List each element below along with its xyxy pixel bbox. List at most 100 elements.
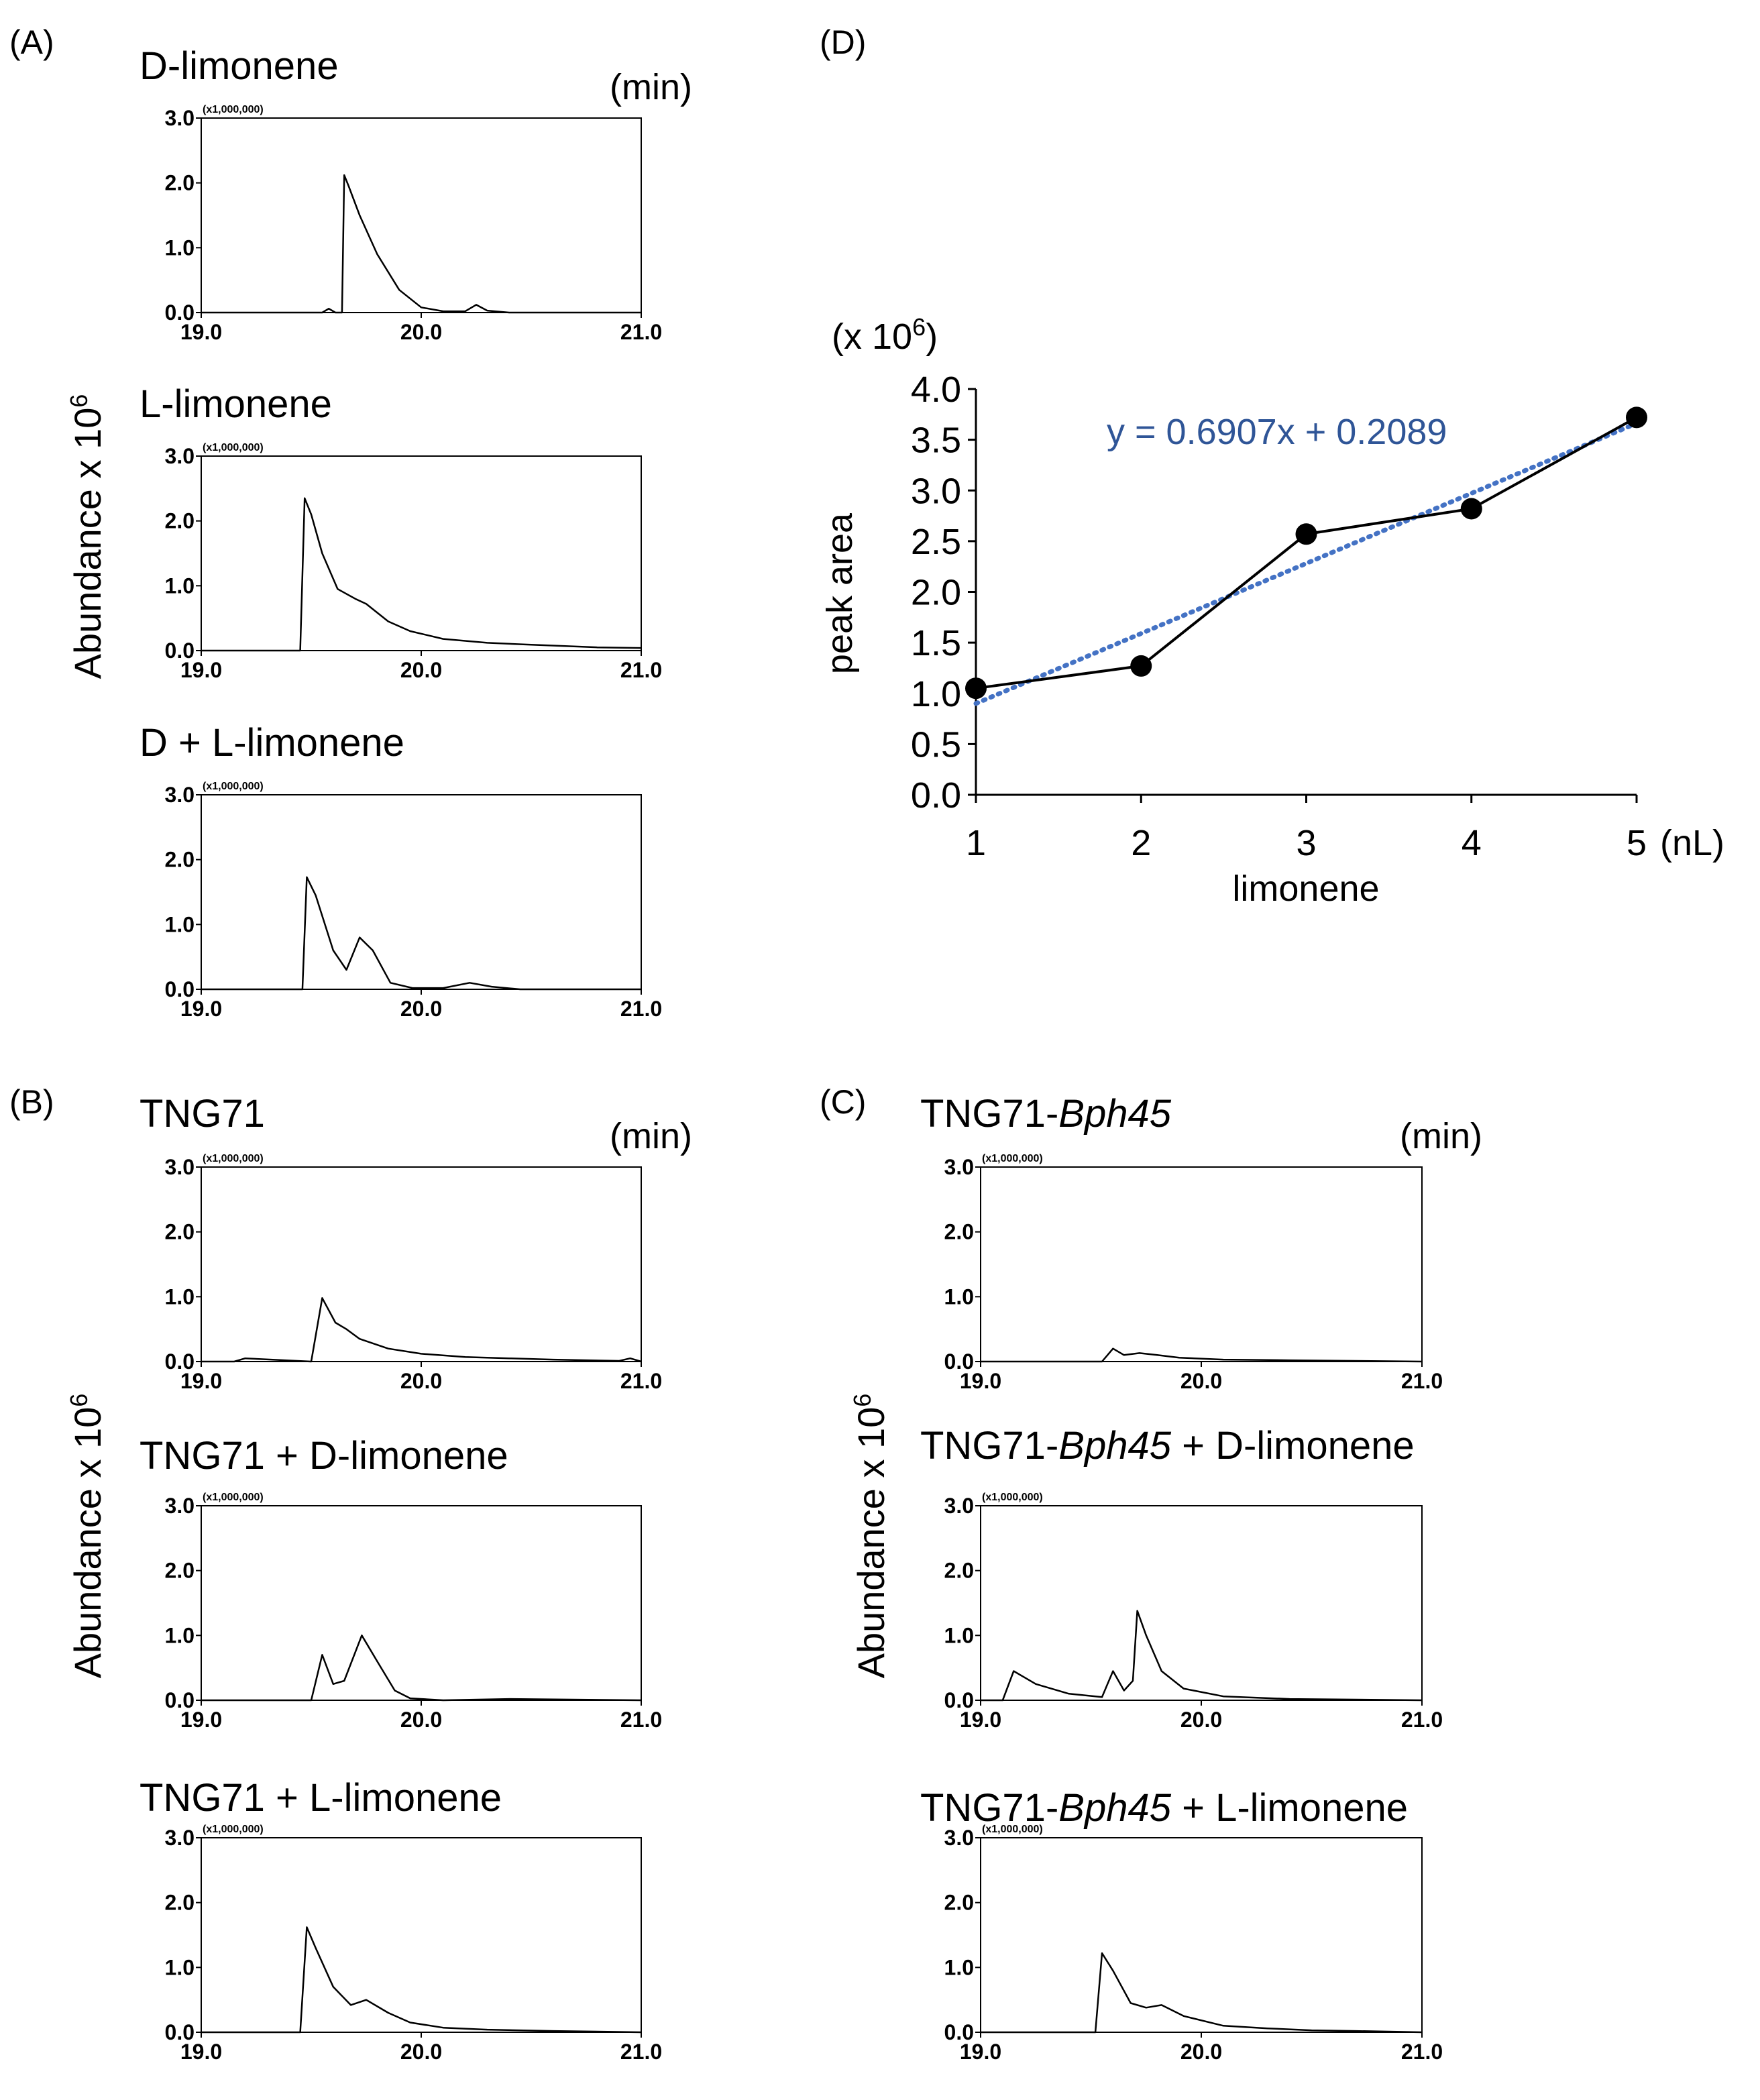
panel-a-unit-label: (min) bbox=[610, 67, 692, 107]
y-tick-label: 0.0 bbox=[165, 1688, 195, 1712]
x-tick-label: 2 bbox=[1131, 823, 1151, 863]
y-tick-label: 0.0 bbox=[165, 2020, 195, 2044]
y-tick-label: 3.0 bbox=[165, 1155, 195, 1179]
chromatogram-trace bbox=[201, 1926, 642, 2034]
x-tick-label: 19.0 bbox=[960, 2040, 1001, 2064]
x-tick-label: 21.0 bbox=[620, 997, 662, 1021]
chromatogram-trace bbox=[981, 1347, 1423, 1363]
y-tick-label: 1.5 bbox=[911, 623, 961, 663]
x-tick-label: 19.0 bbox=[960, 1369, 1001, 1393]
x-tick-label: 21.0 bbox=[1401, 2040, 1443, 2064]
chromatogram-title: TNG71 + L-limonene bbox=[140, 1776, 502, 1820]
x-tick-label: 19.0 bbox=[960, 1708, 1001, 1732]
chromatogram-b-3: TNG71 + L-limonene (x1,000,000) 0.0 1.0 2.0 3… bbox=[140, 1776, 662, 2064]
y-unit-label: (x 106) bbox=[832, 313, 938, 357]
x-unit-label: (nL) bbox=[1660, 823, 1724, 863]
plot-frame bbox=[201, 1837, 642, 2033]
chromatogram-title: TNG71 bbox=[140, 1092, 265, 1136]
chromatogram-trace bbox=[201, 1635, 642, 1702]
plot-frame bbox=[980, 1505, 1423, 1701]
panel-b-y-axis-label: Abundance x 106 bbox=[65, 1394, 109, 1679]
y-tick-label: 2.0 bbox=[944, 1891, 974, 1915]
panel-c-unit-label: (min) bbox=[1400, 1116, 1482, 1156]
panel-c-y-axis-label: Abundance x 106 bbox=[848, 1394, 892, 1679]
chromatogram-b-2: TNG71 + D-limonene (x1,000,000) 0.0 1.0 2.0 3… bbox=[140, 1434, 662, 1732]
x-tick-label: 20.0 bbox=[1180, 2040, 1222, 2064]
x-tick-label: 20.0 bbox=[1180, 1708, 1222, 1732]
plot-frame bbox=[201, 455, 642, 651]
y-tick-label: 0.0 bbox=[944, 2020, 974, 2044]
chromatogram-title: TNG71-Bph45 + D-limonene bbox=[920, 1424, 1415, 1468]
chromatogram-c-1: TNG71-Bph45 (x1,000,000) 0.0 1.0 2.0 3.0 19.0 2… bbox=[920, 1092, 1443, 1393]
y-tick-label: 1.0 bbox=[165, 912, 195, 936]
chromatogram-a-1: D-limonene (x1,000,000) 0.0 1.0 2.0 3.0 19.0 20… bbox=[140, 44, 662, 344]
y-tick-label: 3.0 bbox=[165, 783, 195, 807]
y-tick-label: 0.0 bbox=[165, 300, 195, 325]
x-tick-label: 20.0 bbox=[400, 2040, 442, 2064]
y-tick-label: 1.0 bbox=[165, 1955, 195, 1979]
scale-label: (x1,000,000) bbox=[203, 1492, 264, 1503]
x-tick-label: 19.0 bbox=[180, 658, 222, 682]
chromatogram-title: TNG71 + D-limonene bbox=[140, 1434, 508, 1478]
x-tick-label: 20.0 bbox=[400, 1369, 442, 1393]
y-tick-label: 0.0 bbox=[165, 1349, 195, 1374]
x-tick-label: 20.0 bbox=[400, 1708, 442, 1732]
panel-a-y-axis-label: Abundance x 106 bbox=[65, 394, 109, 679]
chromatogram-trace bbox=[201, 174, 641, 314]
scale-label: (x1,000,000) bbox=[203, 1153, 264, 1164]
y-tick-label: 3.0 bbox=[165, 1826, 195, 1850]
y-tick-label: 3.0 bbox=[944, 1155, 974, 1179]
x-tick-label: 21.0 bbox=[620, 1708, 662, 1732]
x-tick-label: 5 bbox=[1627, 823, 1647, 863]
y-tick-label: 3.5 bbox=[911, 421, 961, 461]
x-axis-label: limonene bbox=[1232, 869, 1379, 909]
x-tick-label: 19.0 bbox=[180, 1708, 222, 1732]
scale-label: (x1,000,000) bbox=[203, 442, 264, 453]
y-tick-label: 0.0 bbox=[944, 1349, 974, 1374]
y-axis-label: peak area bbox=[820, 512, 860, 674]
plot-frame bbox=[980, 1837, 1423, 2033]
y-tick-label: 1.0 bbox=[165, 235, 195, 260]
x-tick-label: 19.0 bbox=[180, 997, 222, 1021]
y-tick-label: 2.0 bbox=[165, 171, 195, 195]
data-point bbox=[1130, 655, 1152, 677]
x-tick-label: 3 bbox=[1296, 823, 1316, 863]
x-tick-label: 19.0 bbox=[180, 2040, 222, 2064]
chromatogram-a-2: L-limonene (x1,000,000) 0.0 1.0 2.0 3.0 19.0 20… bbox=[140, 382, 662, 682]
scale-label: (x1,000,000) bbox=[203, 1824, 264, 1835]
y-tick-label: 2.0 bbox=[944, 1220, 974, 1244]
x-tick-label: 21.0 bbox=[620, 1369, 662, 1393]
chromatogram-title: L-limonene bbox=[140, 382, 332, 426]
chromatogram-title: D + L-limonene bbox=[140, 721, 404, 765]
chromatogram-c-2: TNG71-Bph45 + D-limonene(x1,000,000)0.01… bbox=[920, 1424, 1443, 1732]
y-tick-label: 2.5 bbox=[911, 522, 961, 562]
panel-label-c: (C) bbox=[820, 1083, 866, 1121]
x-tick-label: 1 bbox=[966, 823, 986, 863]
y-tick-label: 3.0 bbox=[165, 1494, 195, 1518]
y-tick-label: 1.0 bbox=[944, 1955, 974, 1979]
chromatogram-trace bbox=[201, 497, 642, 652]
y-tick-label: 0.0 bbox=[165, 977, 195, 1001]
y-tick-label: 1.0 bbox=[944, 1623, 974, 1647]
x-tick-label: 20.0 bbox=[400, 320, 442, 344]
y-tick-label: 0.0 bbox=[944, 1688, 974, 1712]
calibration-chart: 0.0 0.5 1.0 1.5 2.0 2.5 3.0 3.5 4.0 1 2 3 4 5 (nL) limo… bbox=[820, 313, 1724, 909]
x-tick-label: 20.0 bbox=[400, 658, 442, 682]
panel-label-b: (B) bbox=[9, 1083, 54, 1121]
data-point bbox=[965, 677, 987, 700]
x-tick-label: 4 bbox=[1462, 823, 1482, 863]
x-tick-label: 20.0 bbox=[400, 997, 442, 1021]
y-tick-label: 1.0 bbox=[165, 1284, 195, 1309]
trendline bbox=[973, 421, 1639, 706]
x-tick-label: 19.0 bbox=[180, 320, 222, 344]
x-tick-label: 20.0 bbox=[1180, 1369, 1222, 1393]
chromatogram-c-3: TNG71-Bph45 + L-limonene(x1,000,000)0.01… bbox=[920, 1786, 1443, 2064]
x-tick-label: 21.0 bbox=[1401, 1708, 1443, 1732]
data-point bbox=[1295, 523, 1317, 545]
x-tick-label: 21.0 bbox=[620, 658, 662, 682]
scale-label: (x1,000,000) bbox=[982, 1824, 1043, 1835]
y-tick-label: 0.5 bbox=[911, 724, 961, 765]
x-tick-label: 21.0 bbox=[1401, 1369, 1443, 1393]
y-tick-label: 3.0 bbox=[944, 1494, 974, 1518]
